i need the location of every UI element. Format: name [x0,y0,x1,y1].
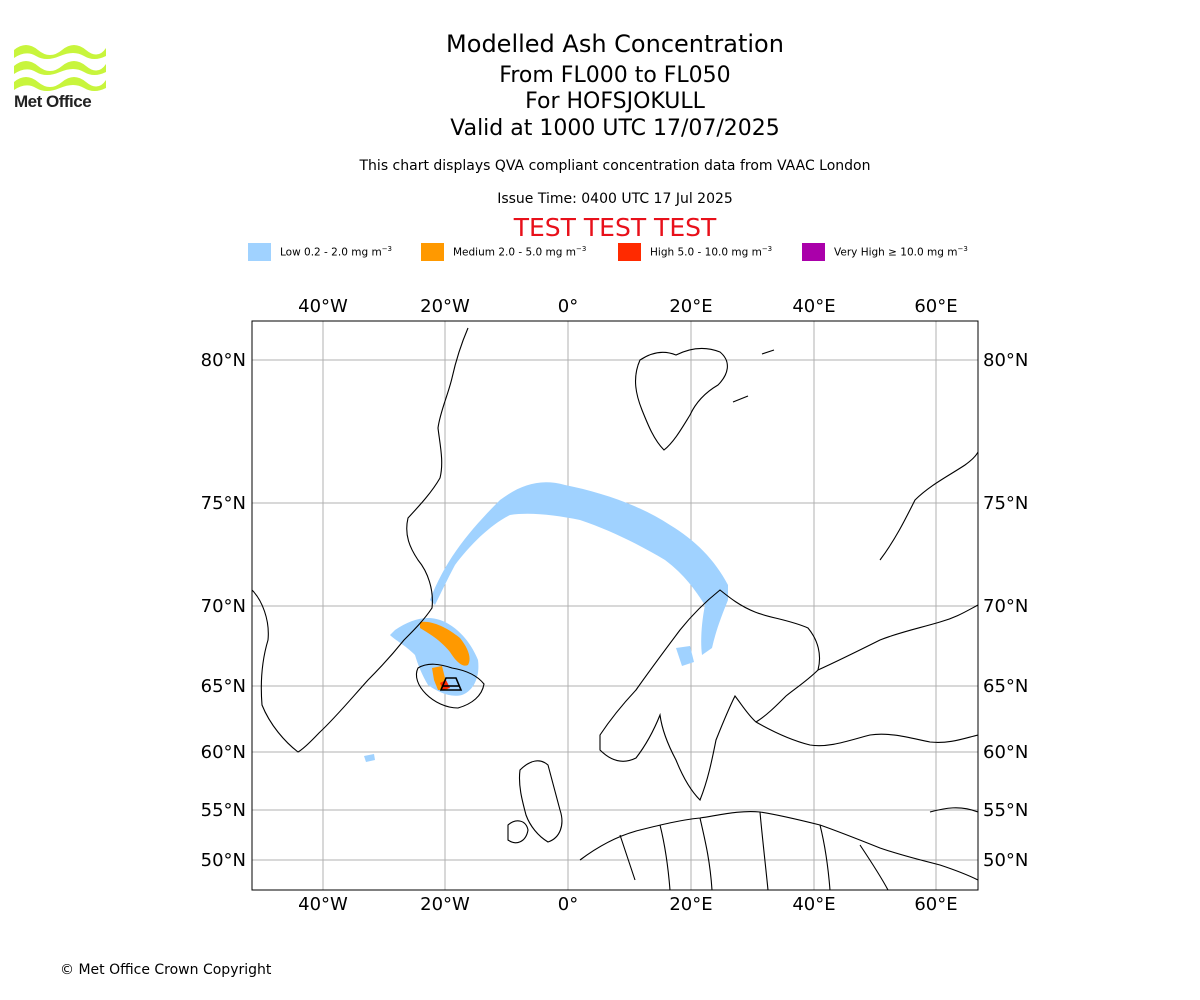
lon-label-20w-bottom: 20°W [420,894,470,915]
lat-label-75n-right: 75°N [983,493,1028,514]
lat-labels-left: 80°N 75°N 70°N 65°N 60°N 55°N 50°N [201,350,246,871]
legend-item-medium: Medium 2.0 - 5.0 mg m−3 [421,243,586,261]
lat-label-55n-left: 55°N [201,800,246,821]
lon-label-0-bottom: 0° [558,894,578,915]
map-content [252,321,978,890]
legend-swatch-low [248,243,271,261]
legend-swatch-high [618,243,641,261]
lat-label-70n-left: 70°N [201,596,246,617]
legend-label-very-high: Very High ≥ 10.0 mg m−3 [834,245,968,259]
volcano-name: For HOFSJOKULL [525,89,705,114]
logo-wordmark: Met Office [14,92,92,111]
chart-title: Modelled Ash Concentration [446,30,784,58]
flight-level-range: From FL000 to FL050 [499,63,731,88]
legend-label-medium: Medium 2.0 - 5.0 mg m−3 [453,245,587,259]
lat-labels-right: 80°N 75°N 70°N 65°N 60°N 55°N 50°N [983,350,1028,871]
met-office-logo-icon [14,45,106,91]
lat-label-80n-right: 80°N [983,350,1028,371]
test-banner: TEST TEST TEST [513,213,717,242]
lon-label-40e-bottom: 40°E [792,894,835,915]
lon-label-20w-top: 20°W [420,296,470,317]
map-gridlines [252,321,978,890]
lon-labels-top: 40°W 20°W 0° 20°E 40°E 60°E [298,296,957,317]
copyright-notice: © Met Office Crown Copyright [60,962,272,978]
lat-label-65n-right: 65°N [983,676,1028,697]
lon-label-40w-bottom: 40°W [298,894,348,915]
lat-label-80n-left: 80°N [201,350,246,371]
lon-label-40e-top: 40°E [792,296,835,317]
legend-swatch-very-high [802,243,825,261]
lon-label-20e-top: 20°E [669,296,712,317]
compliance-note: This chart displays QVA compliant concen… [359,158,871,174]
lat-label-50n-left: 50°N [201,850,246,871]
lat-label-60n-right: 60°N [983,742,1028,763]
legend-label-high: High 5.0 - 10.0 mg m−3 [650,245,773,259]
lat-label-70n-right: 70°N [983,596,1028,617]
lat-label-65n-left: 65°N [201,676,246,697]
legend-item-high: High 5.0 - 10.0 mg m−3 [618,243,772,261]
issue-time: Issue Time: 0400 UTC 17 Jul 2025 [497,191,733,207]
volcano-marker-icon [439,677,463,691]
lat-label-55n-right: 55°N [983,800,1028,821]
lon-label-60e-top: 60°E [914,296,957,317]
valid-time: Valid at 1000 UTC 17/07/2025 [450,116,780,141]
map-frame [251,320,979,891]
lon-label-40w-top: 40°W [298,296,348,317]
lon-label-0-top: 0° [558,296,578,317]
coastlines [252,327,978,890]
lon-labels-bottom: 40°W 20°W 0° 20°E 40°E 60°E [298,894,957,915]
ash-low-region [364,482,728,762]
legend-label-low: Low 0.2 - 2.0 mg m−3 [280,245,393,259]
lat-label-75n-left: 75°N [201,493,246,514]
lat-label-60n-left: 60°N [201,742,246,763]
legend-item-low: Low 0.2 - 2.0 mg m−3 [248,243,392,261]
lat-label-50n-right: 50°N [983,850,1028,871]
lon-label-20e-bottom: 20°E [669,894,712,915]
legend-swatch-medium [421,243,444,261]
lon-label-60e-bottom: 60°E [914,894,957,915]
legend-item-very-high: Very High ≥ 10.0 mg m−3 [802,243,968,261]
